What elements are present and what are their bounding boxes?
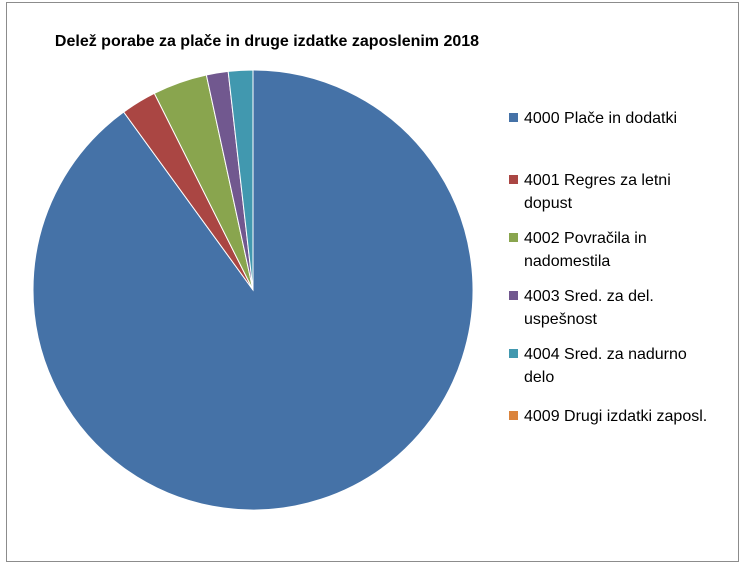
pie-chart (32, 69, 474, 511)
legend-swatch (509, 233, 518, 242)
legend-label: 4002 Povračila in nadomestila (524, 227, 647, 273)
legend-item: 4000 Plače in dodatki (509, 107, 747, 130)
legend-item: 4002 Povračila in nadomestila (509, 227, 747, 273)
legend-label: 4004 Sred. za nadurno delo (524, 343, 687, 389)
legend-item: 4001 Regres za letni dopust (509, 169, 747, 215)
legend-swatch (509, 349, 518, 358)
legend-label-line: uspešnost (524, 311, 597, 328)
legend-label: 4003 Sred. za del. uspešnost (524, 285, 654, 331)
legend-label-line: delo (524, 369, 555, 386)
legend-label-line: 4000 Plače in dodatki (524, 110, 677, 127)
legend-item: 4003 Sred. za del. uspešnost (509, 285, 747, 331)
legend-label-line: 4001 Regres za letni (524, 172, 671, 189)
legend-swatch (509, 175, 518, 184)
legend-swatch (509, 291, 518, 300)
legend-label: 4000 Plače in dodatki (524, 107, 677, 130)
legend-label-line: nadomestila (524, 253, 611, 270)
pie-slice (227, 69, 254, 291)
legend-label: 4009 Drugi izdatki zaposl. (524, 405, 707, 428)
legend-label-line: dopust (524, 195, 573, 212)
chart-title: Delež porabe za plače in druge izdatke z… (54, 33, 480, 50)
legend-label-line: 4003 Sred. za del. (524, 288, 654, 305)
legend-label-line: 4004 Sred. za nadurno (524, 346, 687, 363)
legend-label-line: 4002 Povračila in (524, 230, 647, 247)
legend-label: 4001 Regres za letni dopust (524, 169, 671, 215)
legend-item: 4004 Sred. za nadurno delo (509, 343, 747, 389)
legend-swatch (509, 411, 518, 420)
legend-label-line: 4009 Drugi izdatki zaposl. (524, 408, 708, 425)
legend-swatch (509, 113, 518, 122)
legend-item: 4009 Drugi izdatki zaposl. (509, 405, 747, 428)
chart-area: Delež porabe za plače in druge izdatke z… (6, 2, 739, 562)
